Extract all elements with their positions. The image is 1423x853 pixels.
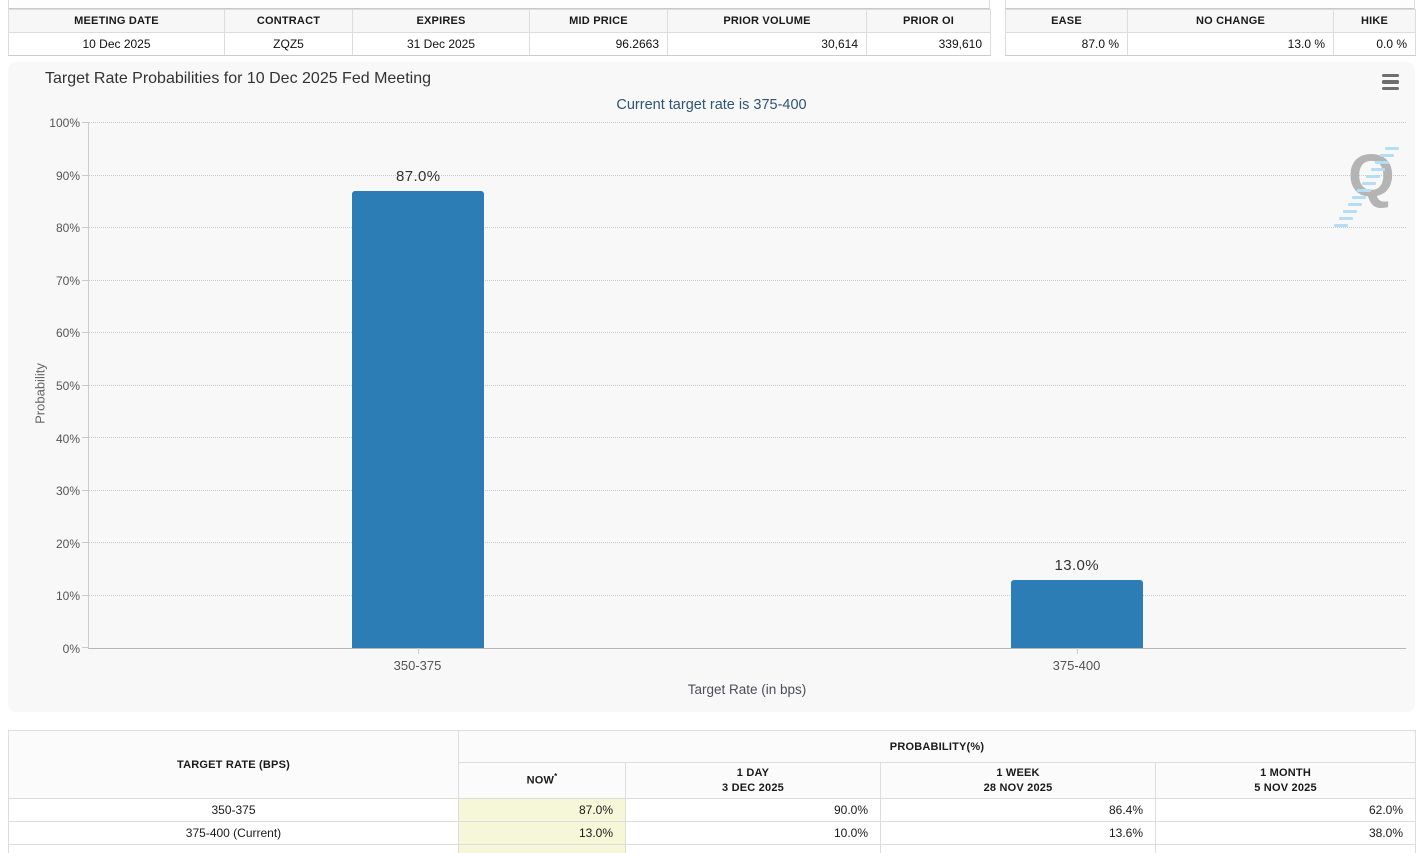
one-day-label: 1 DAY [736, 766, 770, 779]
one-month-column-header: 1 MONTH 5 NOV 2025 [1154, 762, 1417, 799]
contract-table: MEETING DATE CONTRACT EXPIRES MID PRICE … [8, 0, 991, 56]
probability-chart-panel: Target Rate Probabilities for 10 Dec 202… [8, 62, 1415, 712]
now-probability-cell: 87.0% [458, 798, 626, 822]
bar-value-label: 13.0% [1054, 556, 1100, 574]
gridline [89, 542, 1406, 543]
y-tick-label: 70% [55, 273, 80, 288]
target-rate-bps-header: TARGET RATE (BPS) [8, 730, 459, 799]
table-row: 375-400 (Current) 13.0% 10.0% 13.6% 38.0… [8, 821, 1417, 845]
one-month-label: 1 MONTH [1260, 766, 1311, 779]
hike-header: HIKE [1333, 9, 1416, 33]
prior-volume-header: PRIOR VOLUME [667, 9, 867, 33]
ease-value: 87.0 % [1005, 32, 1128, 56]
y-tick-label: 50% [55, 379, 80, 393]
chart-subtitle: Current target rate is 375-400 [616, 97, 807, 113]
y-axis-tick [82, 279, 89, 281]
one-week-probability-cell: 86.4% [880, 798, 1156, 822]
one-day-probability-cell: 10.0% [625, 821, 881, 845]
y-axis-labels: 0% 10% 20% 30% 40% 50% 60% 70% 80% 90% 100% [8, 116, 80, 656]
one-week-label: 1 WEEK [996, 766, 1040, 779]
probability-group-header: PROBABILITY(%) [457, 730, 1417, 763]
gridline [89, 489, 1406, 491]
chart-menu-hamburger-icon[interactable] [1377, 74, 1399, 90]
y-tick-label: 10% [55, 589, 80, 604]
one-week-probability-cell: 13.6% [880, 821, 1156, 845]
now-column-header: NOW* [458, 762, 626, 799]
table-row: 350-375 87.0% 90.0% 86.4% 62.0% [8, 798, 1417, 822]
mid-price-value: 96.2663 [529, 32, 668, 56]
y-tick-label: 60% [55, 326, 80, 341]
mid-price-header: MID PRICE [529, 9, 668, 33]
one-month-probability-cell: 62.0% [1154, 798, 1417, 822]
gridline [89, 332, 1406, 333]
no-change-value: 13.0 % [1127, 32, 1334, 56]
y-tick-label: 40% [55, 431, 80, 446]
expires-header: EXPIRES [352, 9, 530, 33]
probability-history-table: TARGET RATE (BPS) PROBABILITY(%) NOW* 1 … [8, 730, 1417, 853]
one-day-probability-cell: 90.0% [625, 798, 881, 822]
rate-range-cell: 375-400 (Current) [8, 821, 459, 845]
y-tick-label: 90% [55, 168, 80, 183]
gridline [89, 279, 1406, 281]
y-axis-tick [82, 594, 89, 596]
one-day-date: 3 DEC 2025 [722, 781, 784, 794]
rate-range-cell: 350-375 [8, 798, 459, 822]
gridline [89, 174, 1406, 176]
bar-value-label: 87.0% [395, 168, 441, 186]
one-week-column-header: 1 WEEK 28 NOV 2025 [880, 762, 1156, 799]
y-tick-label: 20% [55, 536, 80, 551]
meeting-date-value: 10 Dec 2025 [8, 32, 225, 56]
y-axis-tick [82, 437, 89, 438]
x-tick-label: 350-375 [393, 658, 442, 673]
one-day-column-header: 1 DAY 3 DEC 2025 [625, 762, 881, 799]
prior-oi-value: 339,610 [866, 32, 991, 56]
gridline [89, 437, 1406, 438]
gridline [89, 122, 1406, 123]
y-axis-tick [82, 122, 89, 123]
now-label: NOW [526, 774, 555, 787]
y-axis-tick [82, 174, 89, 176]
cutoff-row-top [8, 0, 990, 9]
contract-header: CONTRACT [224, 9, 353, 33]
y-axis-tick [82, 647, 89, 648]
y-tick-label: 30% [55, 484, 80, 499]
one-week-date: 28 NOV 2025 [983, 781, 1053, 794]
x-axis-labels: 350-375 375-400 [88, 658, 1406, 676]
meeting-date-header: MEETING DATE [8, 9, 225, 33]
probability-bar-375-400[interactable] [1010, 579, 1143, 648]
summary-table: EASE NO CHANGE HIKE 87.0 % 13.0 % 0.0 % [1005, 0, 1416, 56]
ease-header: EASE [1005, 9, 1128, 33]
cutoff-table-row [8, 844, 1417, 853]
one-month-date: 5 NOV 2025 [1254, 781, 1317, 794]
hike-value: 0.0 % [1333, 32, 1416, 56]
now-asterisk: * [554, 772, 558, 782]
prior-oi-header: PRIOR OI [866, 9, 991, 33]
probability-bar-350-375[interactable] [352, 191, 485, 648]
y-tick-label: 100% [49, 116, 80, 130]
expires-value: 31 Dec 2025 [352, 32, 530, 56]
gridline [89, 594, 1406, 596]
y-axis-tick [82, 332, 89, 333]
one-month-probability-cell: 38.0% [1154, 821, 1417, 845]
y-axis-tick [82, 227, 89, 228]
prior-volume-value: 30,614 [667, 32, 867, 56]
chart-title: Target Rate Probabilities for 10 Dec 202… [45, 70, 431, 87]
y-tick-label: 0% [62, 642, 80, 656]
y-axis-tick [82, 489, 89, 491]
y-tick-label: 80% [55, 221, 80, 236]
y-axis-tick [82, 384, 89, 386]
contract-value: ZQZ5 [224, 32, 353, 56]
no-change-header: NO CHANGE [1127, 9, 1334, 33]
now-probability-cell: 13.0% [458, 821, 626, 845]
x-tick-label: 375-400 [1052, 658, 1101, 673]
plot-area: 87.0% 13.0% [82, 122, 1406, 654]
gridline [89, 227, 1406, 228]
x-axis-title: Target Rate (in bps) [687, 682, 807, 697]
x-axis-tick [1076, 648, 1078, 654]
cutoff-row-top [1005, 0, 1415, 9]
y-axis-tick [82, 542, 89, 543]
gridline [89, 384, 1406, 386]
x-axis-tick [418, 648, 420, 654]
